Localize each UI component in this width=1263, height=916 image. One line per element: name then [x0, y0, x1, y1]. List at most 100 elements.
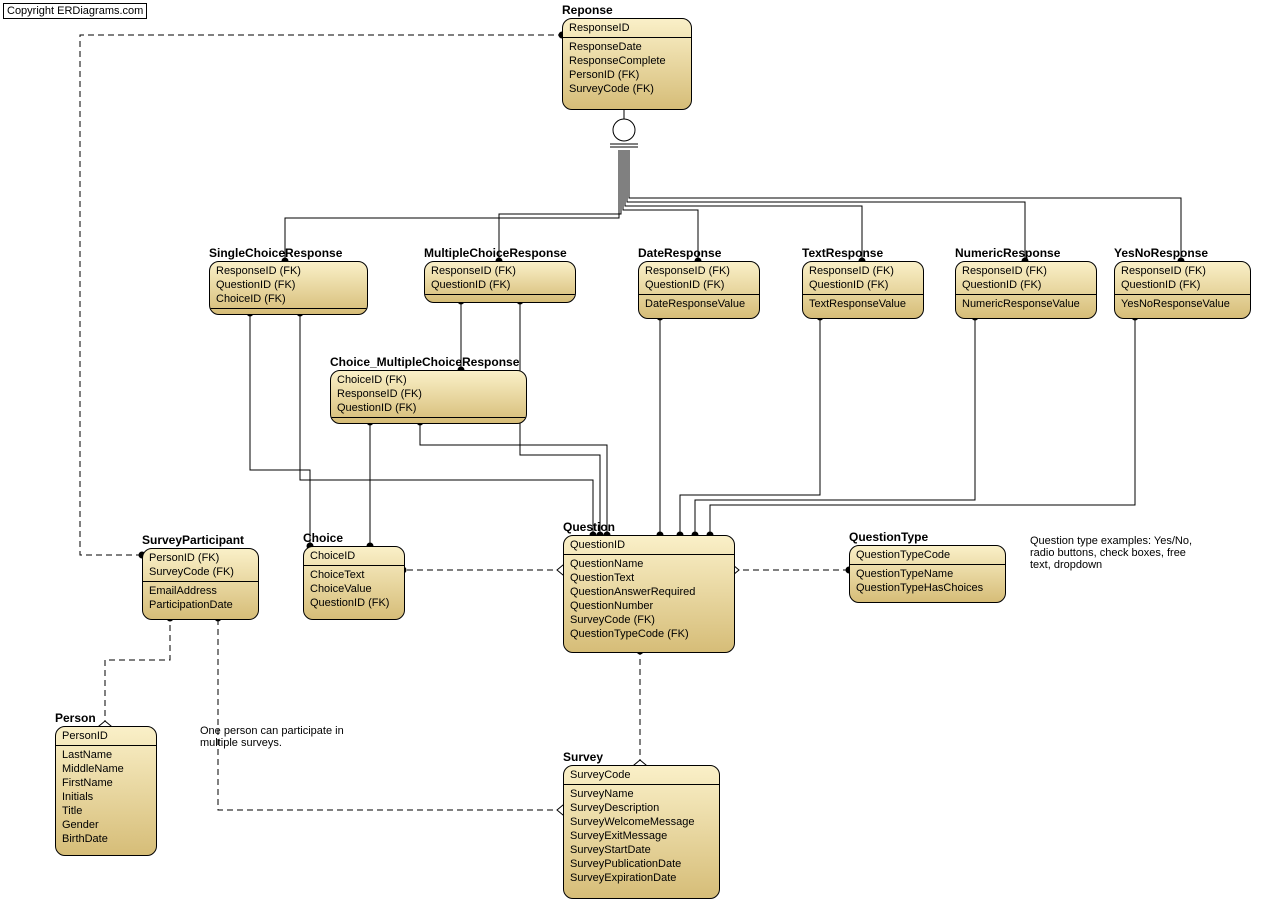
attr: NumericResponseValue [962, 297, 1090, 311]
attr: ParticipationDate [149, 598, 252, 612]
edge-resp-tr [625, 150, 862, 261]
entity-title-choice: Choice [303, 531, 343, 545]
attr-section: QuestionNameQuestionTextQuestionAnswerRe… [564, 555, 734, 643]
entity-textresponse: ResponseID (FK)QuestionID (FK)TextRespon… [802, 261, 924, 319]
attr-section: YesNoResponseValue [1115, 295, 1250, 313]
pk-attr: ChoiceID (FK) [216, 292, 361, 306]
entity-surveyparticipant: PersonID (FK)SurveyCode (FK)EmailAddress… [142, 548, 259, 620]
entity-choice_multiplechoiceresponse: ChoiceID (FK)ResponseID (FK)QuestionID (… [330, 370, 527, 424]
pk-section: QuestionTypeCode [850, 546, 1005, 565]
attr: BirthDate [62, 832, 150, 846]
pk-attr: QuestionID (FK) [431, 278, 569, 292]
attr: ResponseComplete [569, 54, 685, 68]
edge-q-ynr [710, 317, 1135, 535]
pk-attr: ResponseID (FK) [1121, 264, 1244, 278]
attr: QuestionNumber [570, 599, 728, 613]
entity-yesnoresponse: ResponseID (FK)QuestionID (FK)YesNoRespo… [1114, 261, 1251, 319]
edge-q-nr [695, 317, 975, 535]
pk-section: PersonID [56, 727, 156, 746]
pk-section: ResponseID (FK)QuestionID (FK) [425, 262, 575, 295]
entity-title-question: Question [563, 520, 615, 534]
pk-section: ResponseID (FK)QuestionID (FK)ChoiceID (… [210, 262, 367, 309]
entity-title-surveyparticipant: SurveyParticipant [142, 533, 244, 547]
edge-resp-ynr [629, 150, 1181, 261]
attr: DateResponseValue [645, 297, 753, 311]
er-diagram-canvas: Copyright ERDiagrams.com ReponseResponse… [0, 0, 1263, 916]
pk-attr: QuestionID (FK) [645, 278, 753, 292]
pk-attr: ResponseID (FK) [809, 264, 917, 278]
attr: FirstName [62, 776, 150, 790]
attr-section: ChoiceTextChoiceValueQuestionID (FK) [304, 566, 404, 612]
attr: SurveyName [570, 787, 713, 801]
attr: QuestionID (FK) [310, 596, 398, 610]
inheritance-circle [613, 119, 635, 141]
entity-title-choice_multiplechoiceresponse: Choice_MultipleChoiceResponse [330, 355, 519, 369]
entity-title-survey: Survey [563, 750, 603, 764]
pk-attr: QuestionID (FK) [216, 278, 361, 292]
entity-numericresponse: ResponseID (FK)QuestionID (FK) NumericRes… [955, 261, 1097, 319]
entity-title-person: Person [55, 711, 96, 725]
pk-attr: QuestionID [570, 538, 728, 552]
attr-section: NumericResponseValue [956, 295, 1096, 313]
attr: ResponseDate [569, 40, 685, 54]
attr: Gender [62, 818, 150, 832]
pk-section: SurveyCode [564, 766, 719, 785]
pk-section: ChoiceID (FK)ResponseID (FK)QuestionID (… [331, 371, 526, 418]
entity-title-yesnoresponse: YesNoResponse [1114, 246, 1208, 260]
attr: MiddleName [62, 762, 150, 776]
edge-choice-scr [250, 313, 310, 546]
attr-section: SurveyNameSurveyDescriptionSurveyWelcome… [564, 785, 719, 887]
pk-attr: ChoiceID [310, 549, 398, 563]
attr: SurveyExpirationDate [570, 871, 713, 885]
edge-q-mcr [520, 301, 600, 535]
pk-attr: QuestionTypeCode [856, 548, 999, 562]
pk-attr: QuestionID (FK) [809, 278, 917, 292]
pk-attr: ResponseID (FK) [645, 264, 753, 278]
pk-section: QuestionID [564, 536, 734, 555]
entity-title-textresponse: TextResponse [802, 246, 883, 260]
attr: QuestionName [570, 557, 728, 571]
edge-resp-mcr [499, 150, 621, 261]
entity-person: PersonID LastNameMiddleNameFirstNameIniti… [55, 726, 157, 856]
edge-survey-sp [218, 618, 563, 810]
attr: SurveyDescription [570, 801, 713, 815]
pk-attr: SurveyCode (FK) [149, 565, 252, 579]
pk-section: PersonID (FK)SurveyCode (FK) [143, 549, 258, 582]
copyright-label: Copyright ERDiagrams.com [3, 3, 147, 19]
pk-attr: ResponseID (FK) [431, 264, 569, 278]
entity-title-questiontype: QuestionType [849, 530, 928, 544]
pk-section: ChoiceID [304, 547, 404, 566]
attr-section: DateResponseValue [639, 295, 759, 313]
pk-section: ResponseID (FK)QuestionID (FK) [639, 262, 759, 295]
attr: Title [62, 804, 150, 818]
attr: SurveyCode (FK) [570, 613, 728, 627]
attr-section: QuestionTypeNameQuestionTypeHasChoices [850, 565, 1005, 597]
pk-attr: ResponseID (FK) [337, 387, 520, 401]
edge-resp-scr [285, 150, 619, 261]
edge-q-tr [680, 317, 820, 535]
attr: PersonID (FK) [569, 68, 685, 82]
entity-multiplechoiceresponse: ResponseID (FK)QuestionID (FK) [424, 261, 576, 303]
pk-attr: PersonID [62, 729, 150, 743]
pk-section: ResponseID (FK)QuestionID (FK) [956, 262, 1096, 295]
entity-title-numericresponse: NumericResponse [955, 246, 1060, 260]
attr: Initials [62, 790, 150, 804]
edge-q-scr [300, 313, 593, 535]
note-person: One person can participate in multiple s… [200, 725, 370, 749]
entity-questiontype: QuestionTypeCode QuestionTypeNameQuestion… [849, 545, 1006, 603]
attr: QuestionTypeName [856, 567, 999, 581]
pk-attr: ResponseID [569, 21, 685, 35]
edge-resp-nr [627, 150, 1025, 261]
attr-section: LastNameMiddleNameFirstNameInitialsTitle… [56, 746, 156, 848]
entity-title-dateresponse: DateResponse [638, 246, 721, 260]
attr: SurveyWelcomeMessage [570, 815, 713, 829]
entity-title-multiplechoiceresponse: MultipleChoiceResponse [424, 246, 567, 260]
pk-section: ResponseID (FK)QuestionID (FK) [1115, 262, 1250, 295]
pk-attr: SurveyCode [570, 768, 713, 782]
entity-question: QuestionID QuestionNameQuestionTextQuesti… [563, 535, 735, 653]
attr: SurveyCode (FK) [569, 82, 685, 96]
attr-section: ResponseDateResponseCompletePersonID (FK… [563, 38, 691, 98]
entity-dateresponse: ResponseID (FK)QuestionID (FK) DateRespon… [638, 261, 760, 319]
attr: LastName [62, 748, 150, 762]
pk-section: ResponseID [563, 19, 691, 38]
